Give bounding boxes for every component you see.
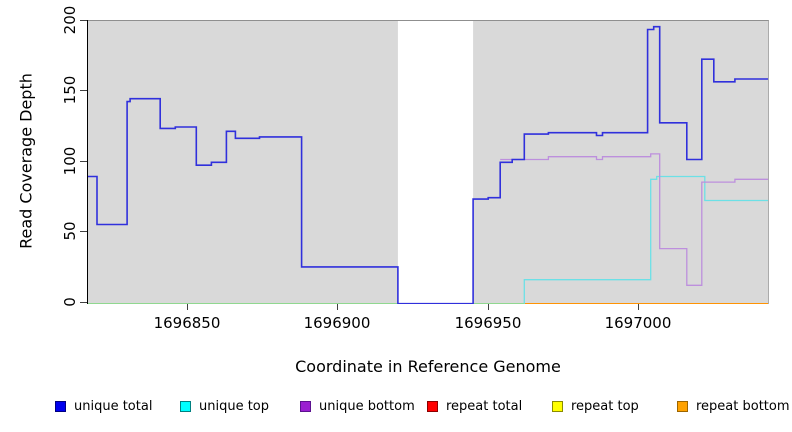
y-tick-mark	[80, 90, 87, 91]
x-tick-label: 1696950	[454, 314, 522, 332]
legend-swatch-unique-top	[180, 400, 191, 412]
legend-swatch-repeat-top	[552, 400, 563, 412]
y-tick-mark	[80, 231, 87, 232]
legend-label: unique top	[199, 398, 270, 414]
legend-label: unique bottom	[319, 398, 415, 414]
x-tick-mark	[337, 304, 338, 310]
x-tick-label: 1697000	[604, 314, 672, 332]
legend-swatch-unique-bottom	[300, 400, 311, 412]
y-tick-label: 150	[61, 75, 79, 105]
x-tick-mark	[638, 304, 639, 310]
y-tick-label: 200	[61, 5, 79, 35]
legend-label: repeat top	[571, 398, 639, 414]
series-unique-top	[88, 175, 768, 304]
y-tick-label: 0	[61, 297, 79, 307]
legend-item-unique-top: unique top	[180, 398, 269, 414]
legend-label: repeat total	[446, 398, 523, 414]
legend-label: repeat bottom	[696, 398, 790, 414]
series-unique-bottom	[500, 153, 768, 286]
legend-swatch-unique-total	[55, 400, 66, 412]
legend-swatch-repeat-total	[427, 400, 438, 412]
legend-item-repeat-bottom: repeat bottom	[677, 398, 790, 414]
x-tick-label: 1696900	[303, 314, 371, 332]
y-axis-line	[87, 20, 88, 304]
plot-area	[88, 20, 769, 304]
y-tick-label: 50	[61, 221, 79, 241]
x-tick-mark	[488, 304, 489, 310]
series-unique-total	[88, 25, 768, 304]
x-tick-label: 1696850	[153, 314, 221, 332]
legend-item-repeat-total: repeat total	[427, 398, 522, 414]
y-tick-mark	[80, 302, 87, 303]
y-tick-mark	[80, 20, 87, 21]
x-axis-title: Coordinate in Reference Genome	[295, 357, 561, 376]
no-data-mask-region	[397, 21, 474, 304]
legend-label: unique total	[74, 398, 153, 414]
y-tick-label: 100	[61, 146, 79, 176]
legend-swatch-repeat-bottom	[677, 400, 688, 412]
y-tick-mark	[80, 161, 87, 162]
legend-item-unique-total: unique total	[55, 398, 152, 414]
plot-canvas	[88, 21, 768, 304]
legend-item-unique-bottom: unique bottom	[300, 398, 415, 414]
legend-item-repeat-top: repeat top	[552, 398, 639, 414]
x-tick-mark	[187, 304, 188, 310]
y-axis-title: Read Coverage Depth	[16, 73, 36, 249]
